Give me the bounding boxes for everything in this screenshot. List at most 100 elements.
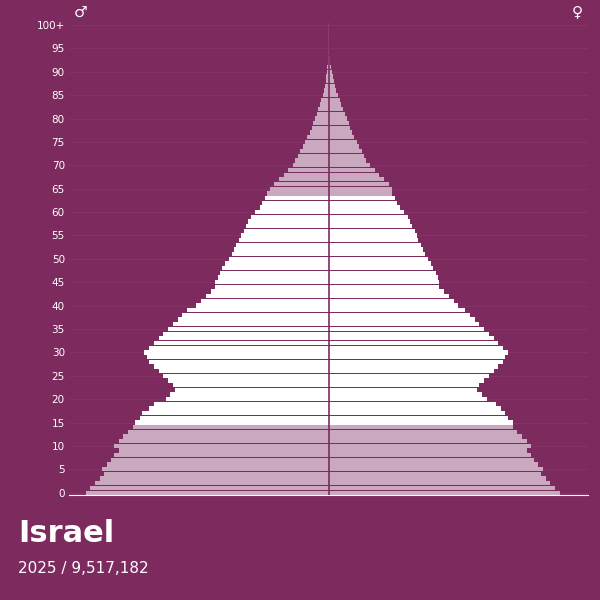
Bar — [102, 467, 329, 472]
Bar — [329, 458, 534, 462]
Bar — [239, 238, 329, 242]
Bar — [329, 187, 392, 191]
Bar — [166, 397, 329, 401]
Bar — [329, 322, 479, 326]
Bar — [326, 79, 329, 83]
Bar — [329, 355, 505, 359]
Bar — [329, 346, 503, 350]
Bar — [329, 60, 330, 65]
Bar — [329, 257, 428, 261]
Bar — [302, 145, 329, 149]
Bar — [315, 116, 329, 121]
Bar — [215, 280, 329, 284]
Bar — [234, 247, 329, 251]
Bar — [223, 266, 329, 271]
Bar — [154, 341, 329, 345]
Bar — [329, 434, 522, 439]
Bar — [119, 448, 329, 453]
Bar — [329, 472, 541, 476]
Bar — [325, 83, 329, 88]
Bar — [329, 421, 512, 425]
Bar — [220, 271, 329, 275]
Bar — [251, 215, 329, 219]
Bar — [163, 332, 329, 336]
Bar — [298, 154, 329, 158]
Bar — [329, 289, 444, 294]
Bar — [329, 463, 538, 467]
Bar — [128, 430, 329, 434]
Bar — [328, 60, 329, 65]
Bar — [269, 187, 329, 191]
Bar — [329, 196, 395, 200]
Bar — [329, 280, 439, 284]
Bar — [329, 135, 355, 139]
Bar — [329, 242, 421, 247]
Bar — [267, 191, 329, 196]
Bar — [329, 121, 349, 125]
Bar — [246, 224, 329, 228]
Bar — [329, 313, 470, 317]
Bar — [244, 229, 329, 233]
Bar — [329, 168, 374, 172]
Bar — [119, 439, 329, 443]
Bar — [329, 378, 484, 383]
Text: Israel: Israel — [18, 519, 114, 548]
Bar — [329, 229, 415, 233]
Bar — [329, 401, 496, 406]
Bar — [317, 112, 329, 116]
Bar — [329, 74, 332, 79]
Bar — [218, 275, 329, 280]
Bar — [149, 406, 329, 410]
Bar — [300, 149, 329, 154]
Bar — [232, 252, 329, 256]
Bar — [329, 374, 489, 378]
Bar — [329, 350, 508, 355]
Bar — [329, 327, 484, 331]
Bar — [147, 355, 329, 359]
Bar — [329, 116, 347, 121]
Bar — [107, 463, 329, 467]
Bar — [329, 224, 412, 228]
Bar — [104, 472, 329, 476]
Bar — [86, 491, 329, 495]
Bar — [260, 205, 329, 209]
Text: ♂: ♂ — [74, 4, 88, 19]
Bar — [206, 294, 329, 298]
Bar — [158, 336, 329, 340]
Bar — [329, 486, 555, 490]
Bar — [279, 177, 329, 181]
Text: ♀: ♀ — [572, 4, 583, 19]
Bar — [329, 140, 357, 144]
Bar — [329, 262, 431, 266]
Bar — [123, 434, 329, 439]
Bar — [135, 421, 329, 425]
Bar — [90, 486, 329, 490]
Bar — [256, 210, 329, 214]
Bar — [320, 103, 329, 107]
Bar — [329, 93, 338, 97]
Bar — [326, 74, 329, 79]
Bar — [329, 79, 334, 83]
Bar — [329, 149, 362, 154]
Bar — [329, 304, 458, 308]
Bar — [154, 401, 329, 406]
Bar — [329, 205, 400, 209]
Bar — [329, 332, 489, 336]
Bar — [329, 173, 379, 177]
Bar — [329, 126, 350, 130]
Bar — [329, 233, 417, 238]
Bar — [329, 364, 499, 368]
Bar — [140, 416, 329, 420]
Bar — [329, 247, 423, 251]
Bar — [201, 299, 329, 303]
Bar — [329, 130, 352, 135]
Bar — [236, 242, 329, 247]
Bar — [289, 168, 329, 172]
Bar — [95, 481, 329, 485]
Bar — [329, 299, 454, 303]
Bar — [248, 219, 329, 224]
Bar — [329, 266, 433, 271]
Bar — [313, 121, 329, 125]
Bar — [329, 238, 418, 242]
Bar — [149, 346, 329, 350]
